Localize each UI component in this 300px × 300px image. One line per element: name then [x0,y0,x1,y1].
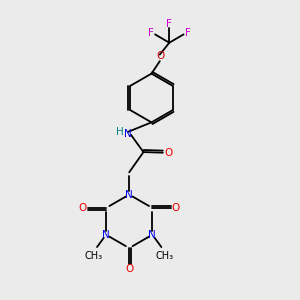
Text: CH₃: CH₃ [155,251,174,261]
Text: F: F [167,19,172,29]
Text: H: H [116,127,124,137]
Text: O: O [172,203,180,213]
Text: O: O [156,51,164,62]
Text: O: O [125,265,133,275]
Text: N: N [125,190,133,200]
Text: N: N [102,230,110,240]
Text: CH₃: CH₃ [85,251,103,261]
Text: F: F [148,28,154,38]
Text: N: N [124,129,132,139]
Text: O: O [78,203,87,213]
Text: F: F [185,28,191,38]
Text: O: O [164,148,172,158]
Text: N: N [148,230,156,240]
